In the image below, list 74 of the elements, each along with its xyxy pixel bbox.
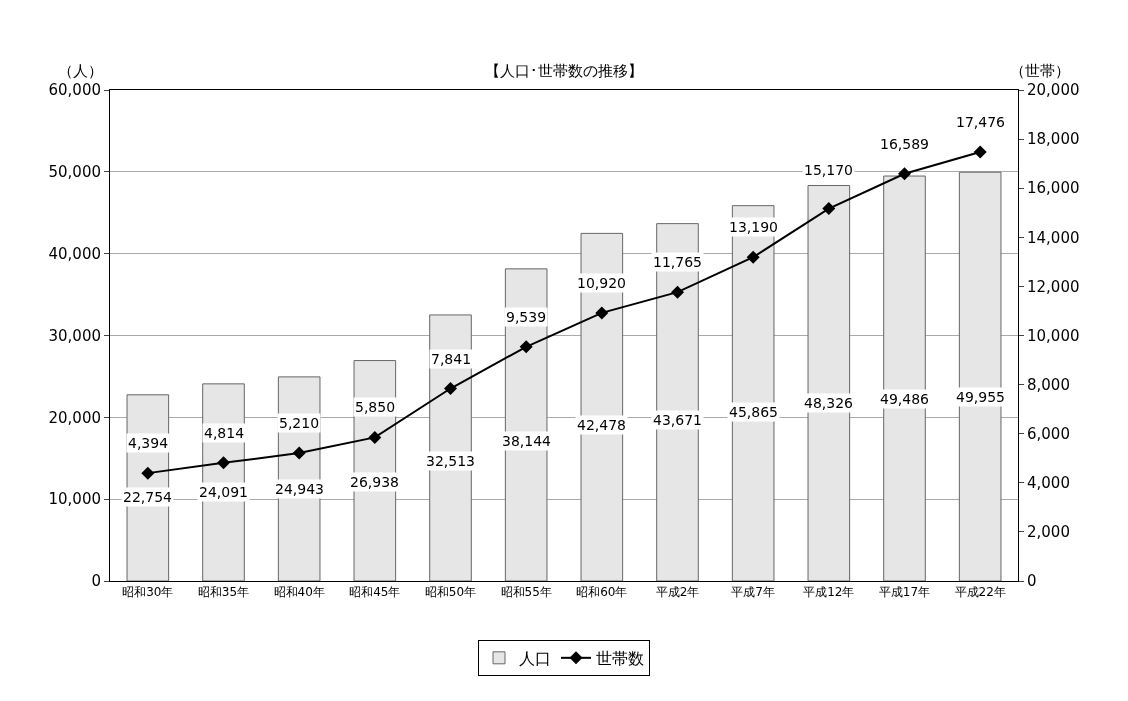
y2-tick-label: 8,000: [1027, 375, 1070, 394]
point: [368, 430, 382, 444]
point: [141, 466, 155, 480]
x-tick-label: 昭和55年: [500, 585, 552, 600]
data-label: 16,589: [880, 136, 929, 152]
point: [746, 250, 760, 264]
data-label: 17,476: [956, 114, 1006, 130]
data-label: 5,210: [279, 415, 320, 431]
y2-tick-label: 14,000: [1027, 228, 1080, 247]
data-label: 13,190: [729, 219, 778, 235]
x-tick-label: 昭和50年: [424, 585, 477, 600]
data-label: 11,765: [653, 254, 702, 270]
x-tick-label: 平成12年: [803, 585, 855, 600]
x-tick-label: 昭和40年: [273, 585, 325, 600]
data-label: 24,943: [275, 481, 324, 497]
y-tick-label: 10,000: [48, 490, 101, 509]
x-tick-label: 昭和35年: [197, 585, 250, 600]
point: [671, 285, 684, 299]
data-label: 10,920: [577, 275, 626, 291]
point: [973, 145, 987, 159]
y-tick-label: 0: [91, 572, 101, 591]
data-label: 49,955: [956, 389, 1005, 405]
y2-tick-label: 6,000: [1027, 424, 1070, 443]
x-tick-label: 平成22年: [954, 585, 1006, 600]
y2-tick-label: 4,000: [1027, 474, 1070, 493]
y2-tick-label: 12,000: [1027, 277, 1080, 296]
data-label: 22,754: [123, 489, 173, 505]
bar: [958, 171, 1002, 581]
data-label: 26,938: [350, 474, 399, 490]
x-tick-label: 昭和30年: [122, 585, 174, 600]
point: [822, 202, 836, 216]
x-tick-label: 平成17年: [878, 585, 931, 600]
y-tick-label: 50,000: [48, 163, 101, 182]
y2-axis-title: （世帯）: [1010, 62, 1070, 80]
data-label: 45,865: [729, 404, 778, 420]
bar: [731, 205, 775, 581]
data-label: 24,091: [199, 484, 248, 500]
y2-tick-label: 2,000: [1027, 523, 1070, 542]
data-label: 43,671: [653, 412, 702, 428]
y2-tick-label: 10,000: [1027, 326, 1080, 345]
y-tick-label: 30,000: [48, 326, 101, 345]
point: [292, 446, 306, 460]
data-label: 4,814: [204, 425, 245, 441]
y2-tick-label: 0: [1027, 572, 1037, 591]
y-axis-title: （人）: [58, 62, 103, 80]
x-tick-label: 昭和45年: [349, 585, 401, 600]
y-tick-label: 60,000: [48, 81, 101, 100]
data-label: 49,486: [880, 391, 930, 407]
legend-label: 世帯数: [596, 649, 644, 669]
point: [595, 306, 609, 320]
data-label: 15,170: [804, 162, 853, 178]
y2-tick-label: 18,000: [1027, 130, 1080, 149]
data-label: 32,513: [426, 453, 475, 469]
x-tick-label: 昭和60年: [576, 585, 628, 600]
legend-label: 人口: [519, 649, 551, 669]
data-label: 48,326: [804, 395, 854, 411]
point: [217, 456, 230, 470]
data-label: 38,144: [502, 433, 552, 449]
data-label: 7,841: [431, 351, 472, 367]
data-label: 9,539: [506, 309, 547, 325]
data-label: 5,850: [355, 399, 396, 415]
x-tick-label: 平成2年: [655, 585, 700, 600]
chart-title: 【人口･世帯数の推移】: [485, 62, 643, 80]
y2-tick-label: 20,000: [1027, 81, 1080, 100]
bar: [504, 268, 548, 581]
y-tick-label: 20,000: [48, 408, 101, 427]
data-label: 4,394: [128, 435, 169, 451]
y2-tick-label: 16,000: [1027, 179, 1080, 198]
x-tick-label: 平成7年: [731, 585, 775, 600]
y-tick-label: 40,000: [48, 244, 101, 263]
data-label: 42,478: [577, 417, 626, 433]
point: [519, 340, 533, 354]
point: [444, 382, 457, 395]
point: [898, 167, 911, 181]
